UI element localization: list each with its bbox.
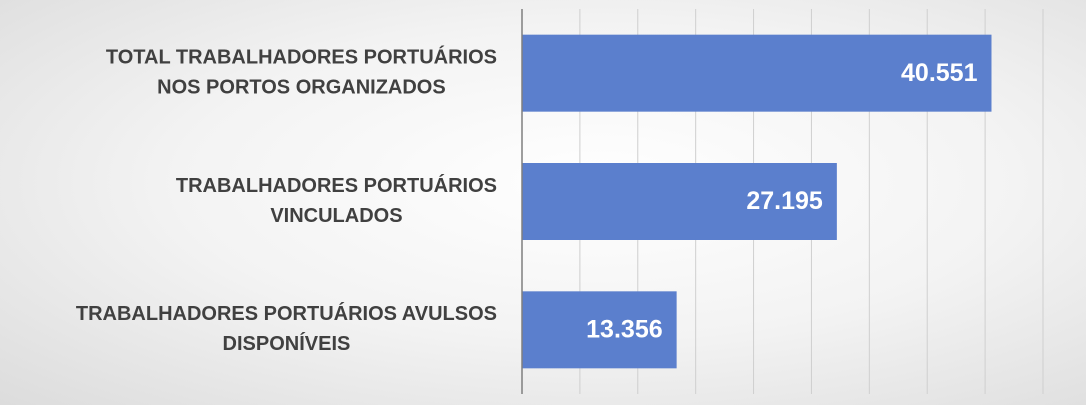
value-label: 13.356 <box>586 315 662 343</box>
category-label: DISPONÍVEIS <box>223 332 351 355</box>
bar <box>522 291 677 369</box>
category-label: TOTAL TRABALHADORES PORTUÁRIOS <box>106 45 497 68</box>
bar <box>522 163 837 240</box>
bar <box>522 34 992 112</box>
value-label: 27.195 <box>746 187 823 215</box>
category-label: TRABALHADORES PORTUÁRIOS <box>176 174 497 197</box>
category-label: VINCULADOS <box>270 205 402 227</box>
category-label: TRABALHADORES PORTUÁRIOS AVULSOS <box>76 302 497 325</box>
value-label: 40.551 <box>901 59 978 87</box>
category-label: NOS PORTOS ORGANIZADOS <box>157 76 446 98</box>
